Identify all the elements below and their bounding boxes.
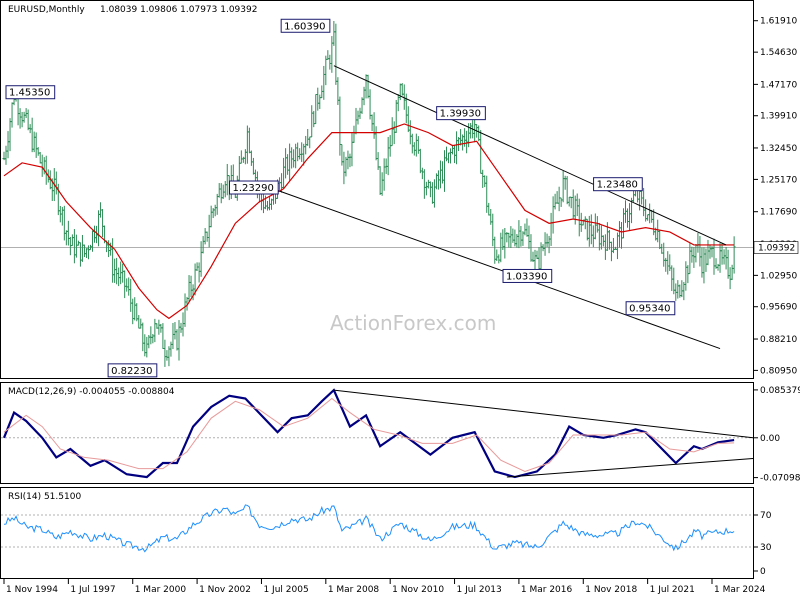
price-y-tick-label: 0.95690 — [760, 303, 797, 313]
svg-text:1.39930: 1.39930 — [440, 109, 481, 120]
svg-text:1.09392: 1.09392 — [758, 244, 795, 254]
price-y-tick-label: 1.17690 — [760, 208, 797, 218]
price-y-tick-label: 1.61910 — [760, 17, 797, 27]
current-price-tag: 1.09392 — [753, 241, 799, 254]
price-y-tick-label: 1.47170 — [760, 80, 797, 90]
price-plot: 1.45350 0.82230 1.60390 1.23290 1.39930 1.033… — [1, 18, 753, 378]
x-tick-label: 1 Nov 2002 — [199, 585, 251, 595]
svg-text:1.23480: 1.23480 — [597, 180, 638, 191]
svg-text:0.95340: 0.95340 — [629, 304, 670, 315]
svg-text:1.45350: 1.45350 — [9, 88, 50, 99]
axes: 1.61910 1.54630 1.47170 1.39910 1.32450 1.251… — [3, 17, 800, 595]
x-tick-label: 1 Nov 2018 — [585, 585, 637, 595]
price-header-ohlc: 1.08039 1.09806 1.07973 1.09392 — [100, 5, 257, 15]
rsi-header: RSI(14) 51.5100 — [8, 492, 81, 502]
svg-text:1.23290: 1.23290 — [233, 183, 274, 194]
macd-y-tick-label: 0.085379 — [760, 386, 800, 396]
price-y-tick-label: 0.80950 — [760, 366, 797, 376]
svg-text:0.82230: 0.82230 — [111, 366, 152, 377]
rsi-y-tick-label: 70 — [760, 511, 772, 521]
rsi-plot — [1, 504, 753, 553]
price-y-tick-label: 1.32450 — [760, 144, 797, 154]
x-tick-label: 1 Mar 2024 — [714, 585, 766, 595]
macd-plot — [1, 388, 754, 479]
price-y-tick-label: 1.25170 — [760, 175, 797, 185]
price-annotation: 1.39930 — [436, 106, 486, 121]
price-annotation: 1.45350 — [5, 85, 56, 100]
price-y-tick-label: 0.88210 — [760, 335, 797, 345]
macd-signal-line — [3, 397, 735, 472]
price-y-tick-label: 1.39910 — [760, 112, 797, 122]
price-annotation: 0.82230 — [107, 363, 158, 378]
watermark: ActionForex.com — [330, 311, 496, 335]
price-header-symbol: EURUSD,Monthly — [8, 5, 85, 15]
x-tick-label: 1 Mar 2016 — [521, 585, 573, 595]
price-annotation: 1.23290 — [229, 180, 279, 195]
x-tick-label: 1 Jul 2013 — [457, 585, 502, 595]
x-tick-label: 1 Mar 2008 — [328, 585, 380, 595]
macd-trendline — [333, 389, 754, 439]
price-annotation: 1.23480 — [593, 177, 643, 192]
price-y-tick-label: 1.02950 — [760, 271, 797, 281]
macd-panel-frame — [0, 382, 754, 484]
macd-trendline — [506, 458, 754, 478]
rsi-panel-frame — [0, 487, 754, 579]
x-tick-label: 1 Nov 2010 — [392, 585, 444, 595]
x-tick-label: 1 Jul 2005 — [263, 585, 308, 595]
price-annotation: 1.03390 — [502, 268, 553, 283]
price-annotation: 0.95340 — [625, 301, 676, 316]
x-tick-label: 1 Jul 1997 — [70, 585, 115, 595]
macd-header: MACD(12,26,9) -0.004055 -0.008804 — [8, 387, 175, 397]
macd-y-tick-label: 0.00 — [760, 434, 780, 444]
x-tick-label: 1 Mar 2000 — [135, 585, 187, 595]
rsi-y-tick-label: 30 — [760, 543, 772, 553]
moving-average-line — [3, 123, 735, 320]
price-annotation: 1.60390 — [280, 18, 331, 33]
price-trendline — [269, 187, 721, 350]
x-tick-label: 1 Jul 2021 — [650, 585, 695, 595]
macd-y-tick-label: -0.070989 — [760, 474, 800, 484]
ohlc-bar — [732, 236, 736, 274]
price-trendline — [333, 65, 727, 246]
svg-text:1.03390: 1.03390 — [506, 271, 547, 282]
rsi-y-tick-label: 0 — [760, 567, 766, 577]
price-y-tick-label: 1.54630 — [760, 48, 797, 58]
x-tick-label: 1 Nov 1994 — [6, 585, 58, 595]
rsi-line — [3, 504, 735, 553]
svg-text:1.60390: 1.60390 — [284, 21, 325, 32]
